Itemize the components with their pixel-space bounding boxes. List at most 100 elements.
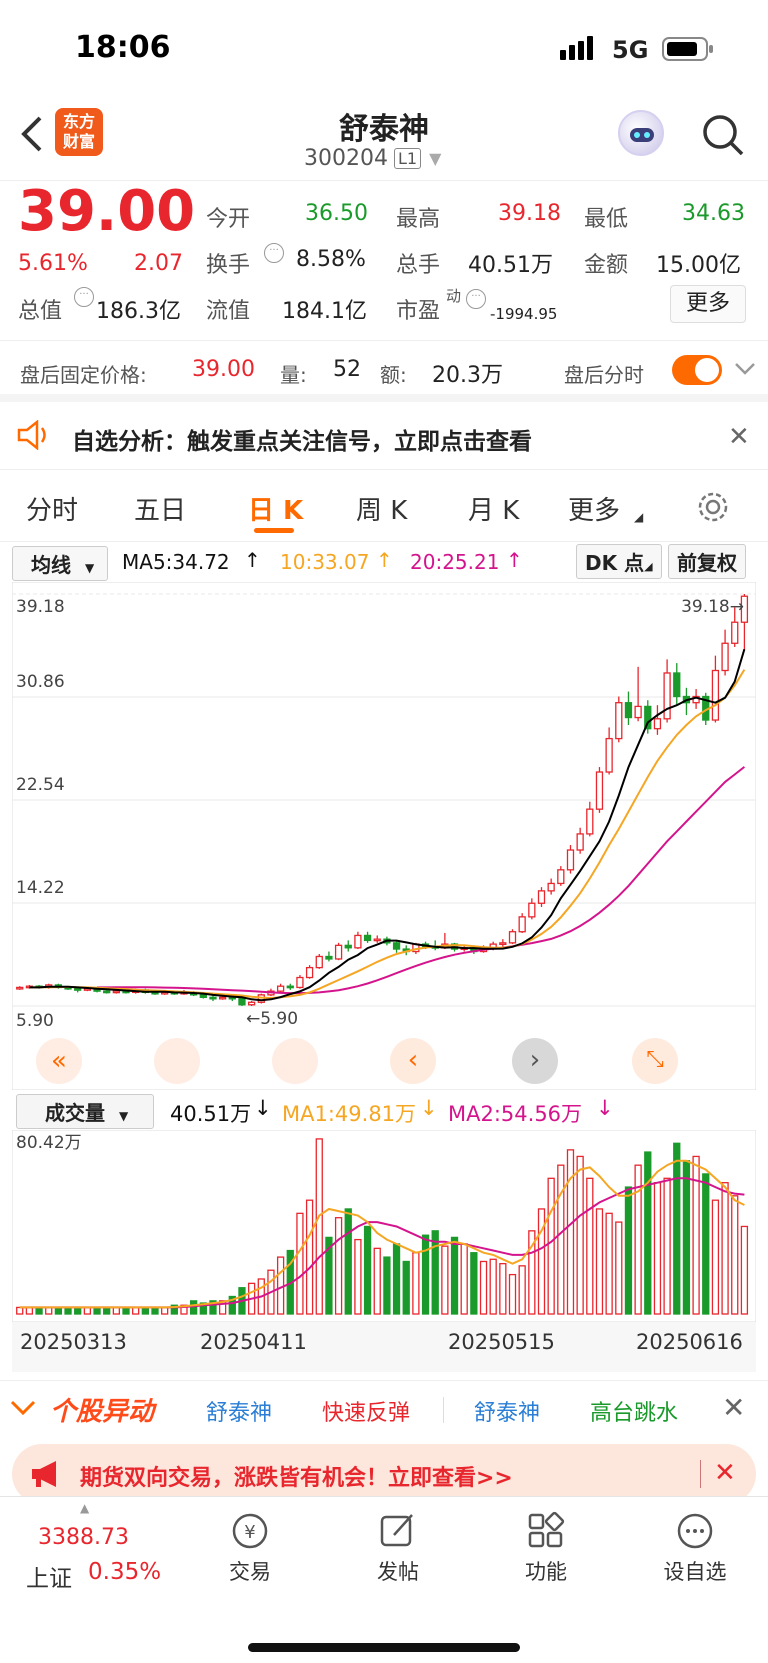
tab-weekly[interactable]: 周 K — [356, 496, 408, 526]
back-icon[interactable] — [18, 114, 48, 154]
svg-text:¥: ¥ — [244, 1522, 255, 1543]
app-logo[interactable]: 东方 财富 — [55, 108, 103, 156]
volume-bar — [528, 1230, 536, 1315]
status-bar: 18:06 5G — [0, 0, 768, 100]
tab-more[interactable]: 更多 — [568, 496, 621, 526]
settings-gear-icon[interactable] — [696, 490, 730, 528]
volume-value: 40.51万 — [170, 1102, 252, 1126]
signal-icon — [560, 36, 598, 62]
chevron-down-icon[interactable] — [734, 361, 756, 381]
mover-tag[interactable]: 快速反弹 — [322, 1401, 411, 1426]
high-value: 39.18 — [498, 201, 561, 226]
tab-daily[interactable]: 日 K — [248, 496, 304, 526]
candle — [605, 737, 613, 773]
chart-fullscreen-icon[interactable]: ⤡ — [632, 1038, 678, 1084]
volume-bar — [199, 1302, 207, 1315]
candle — [16, 986, 24, 990]
volume-bar — [412, 1252, 420, 1315]
y-tick-label: 22.54 — [16, 775, 65, 795]
tab-5day[interactable]: 五日 — [134, 496, 187, 526]
close-icon[interactable]: ✕ — [728, 422, 750, 452]
turnover-label: 换手 — [206, 253, 251, 278]
chart-zoom-out-icon[interactable] — [154, 1038, 200, 1084]
mover-name[interactable]: 舒泰神 — [206, 1401, 273, 1426]
kline-chart[interactable]: 39.18 30.86 22.54 14.22 5.90 39.18→ ←5.90 — [12, 582, 756, 1090]
trade-button[interactable]: ¥ 交易 — [210, 1511, 290, 1586]
stock-code-text: 300204 — [304, 146, 388, 171]
page-title: 舒泰神 — [339, 112, 429, 147]
function-button[interactable]: 功能 — [506, 1511, 586, 1586]
chart-zoom-in-icon[interactable] — [272, 1038, 318, 1084]
chart-first-icon[interactable]: « — [36, 1038, 82, 1084]
volume-bar — [64, 1306, 72, 1315]
volume-bar — [373, 1247, 381, 1315]
afterhours-toggle-label: 盘后分时 — [564, 363, 644, 387]
volume-bar — [653, 1182, 662, 1315]
add-watchlist-button[interactable]: 设自选 — [650, 1511, 740, 1586]
volume-bar — [334, 1217, 343, 1315]
adjust-button[interactable]: 前复权 — [668, 544, 746, 579]
volume-bar — [35, 1306, 43, 1315]
candle — [586, 808, 594, 835]
stock-code[interactable]: 300204 L1 ▼ — [304, 146, 441, 171]
turnover-value: 8.58% — [296, 247, 366, 272]
index-pct[interactable]: 0.35% — [88, 1559, 162, 1585]
chart-next-icon[interactable]: › — [512, 1038, 558, 1084]
more-button[interactable]: 更多 — [670, 285, 746, 323]
close-icon[interactable]: ✕ — [714, 1458, 736, 1488]
candle — [103, 990, 111, 994]
ma20-value: 20:25.21 — [410, 550, 500, 574]
candle — [692, 695, 700, 704]
index-value[interactable]: 3388.73 — [38, 1525, 129, 1550]
y-tick-label: 14.22 — [16, 878, 65, 898]
index-name[interactable]: 上证 — [26, 1566, 72, 1592]
indicator-selector[interactable]: 均线 ▼ — [12, 546, 108, 581]
volume-bar — [363, 1225, 372, 1315]
close-icon[interactable]: ✕ — [722, 1391, 746, 1424]
notice-text: 自选分析：触发重点关注信号，立即点击查看 — [72, 429, 532, 455]
home-indicator — [248, 1643, 520, 1652]
afterhours-toggle[interactable] — [672, 355, 722, 385]
info-icon[interactable]: ··· — [264, 243, 284, 263]
pct-change: 5.61% — [18, 251, 88, 276]
candle — [296, 976, 304, 989]
volume-bar — [122, 1306, 130, 1315]
post-button[interactable]: 发帖 — [358, 1511, 438, 1586]
notice-bar[interactable]: 自选分析：触发重点关注信号，立即点击查看 ✕ — [0, 402, 768, 470]
robot-assistant-icon[interactable] — [618, 110, 664, 156]
divider — [700, 1460, 701, 1488]
ad-banner[interactable]: 期货双向交易，涨跌皆有机会！立即查看>> ✕ — [12, 1444, 756, 1504]
volume-bar — [479, 1260, 488, 1315]
volume-selector-label: 成交量 — [45, 1101, 105, 1125]
tab-intraday[interactable]: 分时 — [26, 496, 79, 526]
tab-monthly[interactable]: 月 K — [468, 496, 520, 526]
mover-tag[interactable]: 高台跳水 — [590, 1401, 679, 1426]
dk-point-button[interactable]: DK 点◢ — [576, 544, 662, 579]
megaphone-icon — [30, 1460, 64, 1492]
divider — [443, 1397, 444, 1423]
dk-point-label: DK 点 — [585, 551, 645, 575]
candle — [344, 944, 352, 949]
candle — [199, 994, 207, 998]
chevron-down-icon[interactable] — [10, 1399, 36, 1421]
candle — [74, 988, 82, 991]
network-label: 5G — [612, 36, 649, 64]
volume-bar — [634, 1164, 642, 1315]
volume-selector[interactable]: 成交量 ▼ — [16, 1094, 154, 1129]
ma20-line — [97, 766, 746, 995]
up-triangle-icon: ▲ — [80, 1501, 90, 1515]
bottom-toolbar: ▲ 3388.73 上证 0.35% ¥ 交易 发帖 功能 设自选 — [0, 1496, 768, 1663]
search-icon[interactable] — [700, 112, 746, 158]
info-icon[interactable]: ··· — [74, 287, 94, 307]
low-marker: ←5.90 — [246, 1009, 298, 1029]
mover-name[interactable]: 舒泰神 — [474, 1401, 541, 1426]
candle — [363, 934, 372, 942]
volume-chart[interactable]: 80.42万 — [12, 1130, 756, 1322]
volume-bar — [305, 1199, 314, 1315]
more-icon — [677, 1513, 713, 1549]
candle — [334, 944, 343, 960]
candle — [276, 985, 285, 992]
chart-prev-icon[interactable]: ‹ — [390, 1038, 436, 1084]
candle — [315, 955, 323, 969]
info-icon[interactable]: ··· — [466, 289, 486, 309]
